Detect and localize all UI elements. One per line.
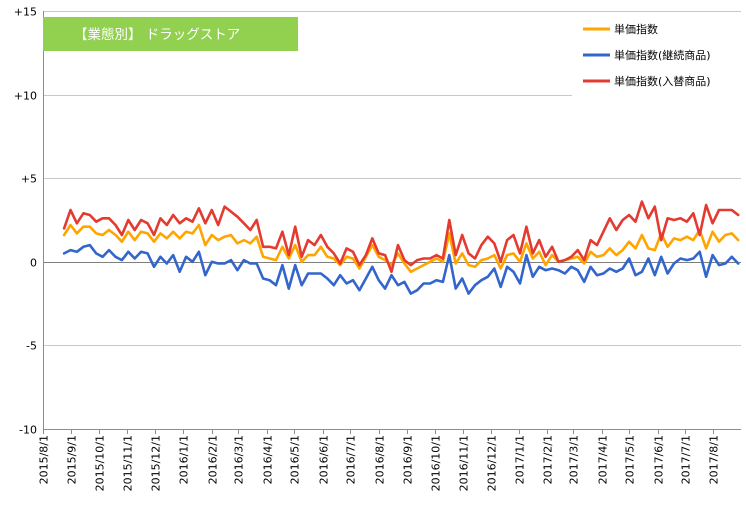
x-tick-label: 2016/8/1	[374, 435, 387, 484]
x-tick-label: 2016/5/1	[289, 435, 302, 484]
x-tick-label: 2016/3/1	[233, 435, 246, 484]
legend-label: 単価指数(継続商品)	[614, 48, 711, 62]
y-tick-label: 0	[30, 257, 37, 270]
x-tick-label: 2015/9/1	[66, 435, 79, 484]
series-lines	[62, 200, 740, 295]
series-line-continuing	[62, 243, 740, 295]
x-tick-label: 2016/6/1	[318, 435, 331, 484]
y-tick-labels: -10 -5 0 +5 +10 +15	[14, 6, 37, 437]
x-tick-label: 2017/7/1	[680, 435, 693, 484]
x-tick-label: 2017/5/1	[624, 435, 637, 484]
x-tick-label: 2016/4/1	[262, 435, 275, 484]
series-line-unit-price	[62, 223, 740, 274]
x-tick-label: 2015/12/1	[150, 435, 163, 491]
chart-title-box: 【業態別】 ドラッグストア	[43, 17, 298, 51]
legend-label: 単価指数	[614, 22, 658, 36]
y-tick-label: -5	[26, 340, 37, 353]
x-tick-label: 2016/1/1	[178, 435, 191, 484]
x-tick-label: 2015/11/1	[122, 435, 135, 491]
x-tick-label: 2017/6/1	[653, 435, 666, 484]
series-line-replaced	[62, 200, 740, 274]
x-tick-label: 2016/2/1	[207, 435, 220, 484]
y-tick-label: +5	[21, 173, 37, 186]
x-tick-label: 2016/12/1	[486, 435, 499, 491]
x-tick-label: 2015/8/1	[38, 435, 51, 484]
legend-label: 単価指数(入替商品)	[614, 74, 711, 88]
x-tick-label: 2015/10/1	[94, 435, 107, 491]
x-tick-label: 2017/4/1	[597, 435, 610, 484]
x-tick-labels: 2015/8/1 2015/9/1 2015/10/1 2015/11/1 2015/1…	[38, 435, 721, 491]
x-tick-label: 2016/10/1	[430, 435, 443, 491]
x-tick-label: 2017/2/1	[542, 435, 555, 484]
x-tick-label: 2016/11/1	[458, 435, 471, 491]
y-tick-label: +15	[14, 6, 37, 19]
y-tick-label: +10	[14, 90, 37, 103]
x-tick-label: 2016/9/1	[402, 435, 415, 484]
x-tick-label: 2017/8/1	[708, 435, 721, 484]
y-tick-label: -10	[19, 424, 37, 437]
chart-title: 【業態別】 ドラッグストア	[74, 27, 240, 43]
x-tick-label: 2016/7/1	[345, 435, 358, 484]
x-tick-label: 2017/1/1	[514, 435, 527, 484]
title-background	[43, 17, 298, 51]
axes	[43, 11, 741, 434]
x-tick-label: 2017/3/1	[568, 435, 581, 484]
